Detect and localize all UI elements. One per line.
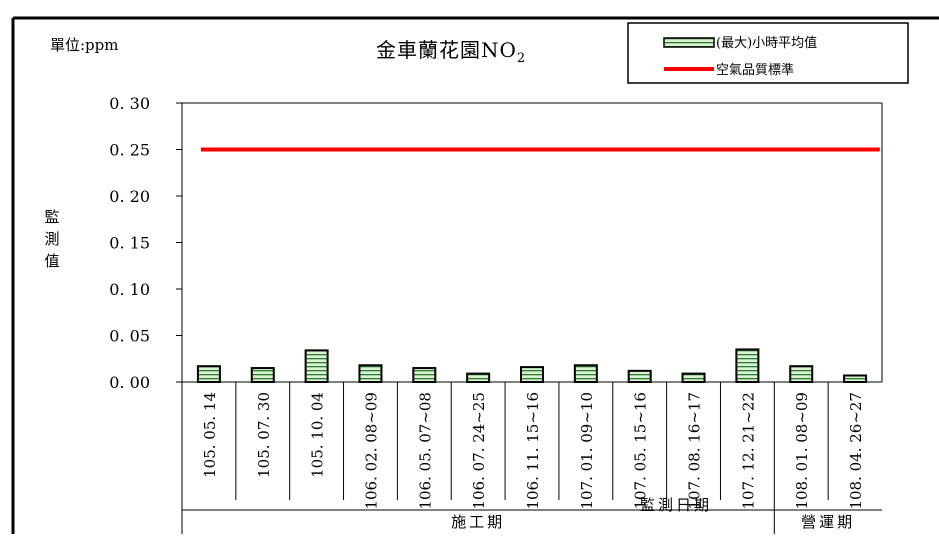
x-tick-label: 108. 01. 08~09 xyxy=(793,392,811,510)
y-tick-label: 0. 15 xyxy=(109,234,150,253)
x-tick-label: 107. 12. 21~22 xyxy=(739,392,757,510)
chart-title-main: 金車蘭花園NO xyxy=(376,38,517,62)
x-tick-label: 107. 01. 09~10 xyxy=(578,392,596,510)
legend-box xyxy=(627,22,909,84)
x-tick-label: 105. 07. 30 xyxy=(255,392,273,478)
x-tick-label: 105. 05. 14 xyxy=(201,392,219,478)
y-tick-label: 0. 30 xyxy=(109,94,150,113)
group-label-operation: 營運期 xyxy=(801,513,855,531)
x-tick-label: 108. 04. 26~27 xyxy=(847,392,865,510)
chart-title: 金車蘭花園NO2 xyxy=(376,38,526,66)
bar xyxy=(681,372,706,384)
x-tick-label: 107. 08. 16~17 xyxy=(686,392,704,510)
x-tick-label: 106. 05. 07~08 xyxy=(416,392,434,510)
group-label-construction: 施工期 xyxy=(451,513,505,531)
bar xyxy=(304,349,329,384)
y-tick-label: 0. 10 xyxy=(109,280,150,299)
bar xyxy=(358,364,383,384)
x-tick-label: 107. 05. 15~16 xyxy=(632,392,650,510)
bar xyxy=(412,367,437,383)
bar xyxy=(466,372,491,384)
bar xyxy=(627,369,652,383)
x-tick-label: 105. 10. 04 xyxy=(309,392,327,478)
y-axis-title: 監測值 xyxy=(44,208,59,270)
bar xyxy=(196,365,221,384)
y-axis-title-char: 監 xyxy=(44,208,59,226)
chart-title-subscript: 2 xyxy=(517,51,526,66)
bar xyxy=(520,366,544,383)
bar xyxy=(843,374,868,383)
legend-line-label: 空氣品質標準 xyxy=(716,62,794,78)
bar xyxy=(789,365,814,384)
x-tick-label: 106. 11. 15~16 xyxy=(524,392,542,510)
y-axis-title-char: 值 xyxy=(44,252,59,270)
y-axis-ticks: 0. 30 0. 25 0. 20 0. 15 0. 10 0. 05 0. 00 xyxy=(109,94,182,392)
y-tick-label: 0. 25 xyxy=(109,141,150,160)
x-axis-title: 監測日期 xyxy=(640,496,712,514)
legend-bar-label: (最大)小時平均值 xyxy=(716,35,817,51)
y-axis-title-char: 測 xyxy=(44,230,59,248)
x-axis-labels: 105. 05. 14 105. 07. 30 105. 10. 04 106. 02… xyxy=(201,382,865,534)
x-tick-label: 106. 07. 24~25 xyxy=(470,392,488,510)
bar xyxy=(735,348,760,384)
legend: (最大)小時平均值 空氣品質標準 xyxy=(627,22,909,84)
bar-series xyxy=(196,348,868,384)
bar xyxy=(250,367,275,383)
unit-label: 單位:ppm xyxy=(50,36,118,54)
bar xyxy=(573,364,598,384)
legend-bar-swatch xyxy=(663,37,715,48)
y-tick-label: 0. 20 xyxy=(109,187,150,206)
x-tick-label: 106. 02. 08~09 xyxy=(362,392,380,510)
y-tick-label: 0. 05 xyxy=(109,327,150,346)
y-tick-label: 0. 00 xyxy=(109,373,150,392)
